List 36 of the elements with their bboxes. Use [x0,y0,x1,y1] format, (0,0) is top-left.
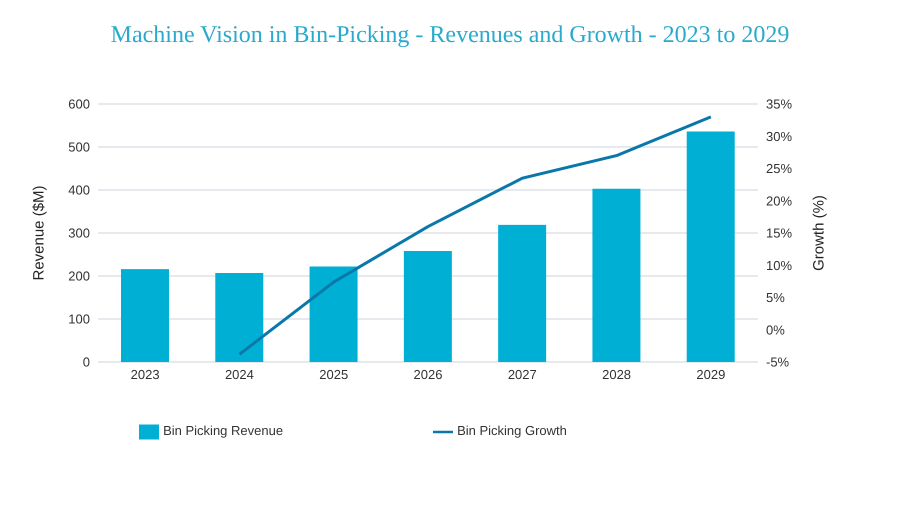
legend-label: Bin Picking Revenue [163,423,284,438]
y2-tick-label: 30% [766,128,792,144]
y2-tick-label: 5% [766,290,786,306]
bar [215,272,264,362]
y-tick-label: 600 [68,96,90,112]
x-tick-label: 2029 [696,367,726,382]
y-tick-label: 400 [68,182,90,198]
y2-tick-label: 10% [766,258,792,273]
y2-tick-label: 0% [766,322,786,338]
x-tick-label: 2028 [602,367,632,382]
x-tick-label: 2026 [414,367,442,382]
bar [498,224,546,362]
y-tick-label: 100 [68,312,90,327]
x-tick-label: 2024 [224,367,254,382]
y-tick-label: 300 [68,226,90,241]
y-axis-title: Revenue ($M) [30,185,48,281]
y2-tick-label: 35% [766,96,792,112]
line-series [238,115,712,356]
y2-axis-title: Growth (%) [810,195,828,271]
x-tick-label: 2025 [319,367,348,382]
chart-title: Machine Vision in Bin-Picking - Revenues and Growth - 2023 to 2029 [110,21,790,50]
y-tick-label: 500 [68,140,90,155]
bar [310,266,358,362]
y-tick-label: 0 [82,354,90,370]
bar [404,251,452,362]
x-tick-label: 2023 [130,367,160,382]
legend-label: Bin Picking Growth [457,423,567,438]
y2-tick-label: 15% [766,226,792,241]
y2-tick-label: 25% [766,161,792,176]
bar [686,132,735,362]
bar [592,188,640,362]
bar [121,269,169,362]
y2-tick-label: -5% [766,354,790,370]
x-tick-label: 2027 [508,367,537,382]
y2-tick-label: 20% [766,193,792,208]
y-tick-label: 200 [68,268,90,284]
